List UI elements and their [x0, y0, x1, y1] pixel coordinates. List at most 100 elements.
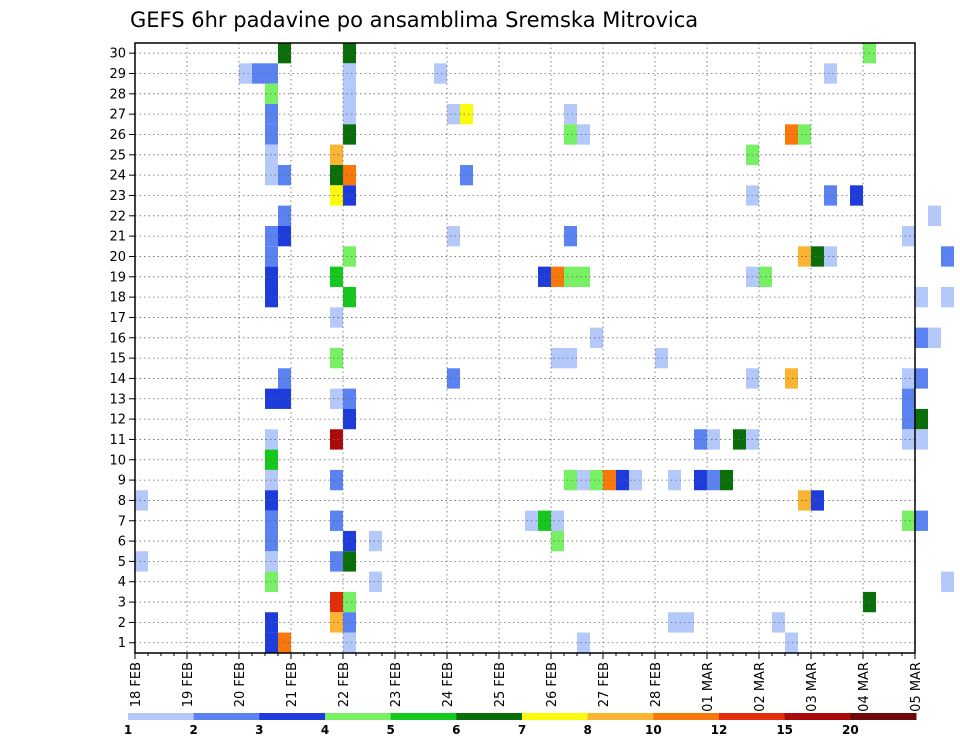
heatmap-cell — [460, 103, 473, 125]
heatmap-cell — [824, 63, 837, 84]
heatmap-cell — [343, 83, 356, 104]
heatmap-cell — [330, 347, 343, 369]
colorbar-label: 15 — [776, 723, 793, 737]
heatmap-cell — [239, 63, 252, 84]
y-tick-label: 30 — [109, 47, 126, 62]
heatmap-cell — [707, 429, 720, 450]
heatmap-cell — [564, 266, 577, 287]
x-tick-label: 23 FEB — [389, 662, 404, 707]
x-tick-label: 04 MAR — [857, 662, 872, 712]
heatmap-cell — [330, 510, 343, 531]
y-tick-label: 11 — [109, 433, 126, 448]
colorbar-swatch — [259, 713, 326, 720]
x-tick-label: 22 FEB — [337, 662, 352, 707]
heatmap-cell — [902, 429, 915, 450]
heatmap-cell — [343, 551, 356, 572]
heatmap-cell — [434, 63, 447, 84]
x-tick-label: 24 FEB — [441, 662, 456, 707]
y-tick-label: 21 — [109, 230, 126, 245]
heatmap-cell — [668, 612, 681, 633]
heatmap-cell — [330, 144, 343, 165]
y-tick-label: 15 — [109, 352, 126, 367]
x-tick-label: 26 FEB — [545, 662, 560, 707]
heatmap-cell — [902, 408, 915, 430]
heatmap-cell — [694, 429, 707, 450]
colorbar-label: 4 — [321, 723, 329, 737]
y-tick-label: 4 — [118, 575, 126, 590]
heatmap-cell — [928, 327, 941, 348]
y-tick-label: 27 — [109, 108, 126, 123]
heatmap-cell — [798, 490, 811, 511]
heatmap-cell — [941, 246, 954, 267]
heatmap-cell — [798, 246, 811, 267]
y-tick-label: 26 — [109, 128, 126, 143]
heatmap-cell — [447, 368, 460, 389]
heatmap-cell — [447, 225, 460, 247]
colorbar-label: 8 — [583, 723, 591, 737]
heatmap-cell — [343, 591, 356, 613]
heatmap-cell — [330, 612, 343, 633]
heatmap-cell — [343, 530, 356, 552]
x-tick-label: 19 FEB — [181, 662, 196, 707]
heatmap-cell — [343, 103, 356, 125]
heatmap-cell — [564, 124, 577, 145]
y-tick-label: 12 — [109, 413, 126, 428]
heatmap-cell — [551, 266, 564, 287]
heatmap-cells — [135, 43, 954, 653]
colorbar-swatch — [587, 713, 654, 720]
y-tick-label: 8 — [118, 494, 126, 509]
y-tick-label: 23 — [109, 189, 126, 204]
colorbar-label: 20 — [842, 723, 859, 737]
colorbar-label: 1 — [124, 723, 132, 737]
colorbar-swatch — [456, 713, 523, 720]
y-tick-label: 2 — [118, 616, 126, 631]
heatmap-cell — [330, 388, 343, 409]
heatmap-cell — [824, 246, 837, 267]
colorbar-label: 2 — [189, 723, 197, 737]
colorbar-label: 10 — [645, 723, 662, 737]
y-tick-label: 28 — [109, 87, 126, 102]
x-tick-label: 20 FEB — [233, 662, 248, 707]
heatmap-cell — [681, 612, 694, 633]
colorbar-label: 6 — [452, 723, 460, 737]
heatmap-cell — [915, 286, 928, 308]
y-tick-label: 7 — [118, 514, 126, 529]
colorbar-swatch — [653, 713, 720, 720]
y-tick-label: 10 — [109, 453, 126, 468]
heatmap-cell — [694, 469, 707, 491]
heatmap-cell — [785, 124, 798, 145]
heatmap-cell — [343, 124, 356, 145]
heatmap-cell — [460, 164, 473, 186]
x-tick-label: 18 FEB — [129, 662, 144, 707]
y-tick-label: 3 — [118, 596, 126, 611]
x-tick-label: 21 FEB — [285, 662, 300, 707]
heatmap-cell — [590, 327, 603, 348]
heatmap-cell — [551, 510, 564, 531]
y-tick-label: 6 — [118, 535, 126, 550]
y-tick-label: 14 — [109, 372, 126, 387]
heatmap-cell — [330, 429, 343, 450]
colorbar-label: 12 — [711, 723, 728, 737]
heatmap-cell — [915, 327, 928, 348]
heatmap-cell — [928, 205, 941, 226]
heatmap-cell — [720, 469, 733, 491]
y-tick-label: 17 — [109, 311, 126, 326]
heatmap-cell — [824, 185, 837, 206]
y-tick-label: 5 — [118, 555, 126, 570]
heatmap-cell — [915, 408, 928, 430]
colorbar-swatch — [522, 713, 589, 720]
heatmap-cell — [135, 551, 148, 572]
heatmap-cell — [343, 612, 356, 633]
y-tick-label: 9 — [118, 474, 126, 489]
heatmap-cell — [135, 490, 148, 511]
x-axis: 18 FEB 19 FEB 20 FEB 21 FEB 22 FEB 23 FEB 24 F… — [129, 653, 924, 712]
x-tick-label: 01 MAR — [701, 662, 716, 712]
heatmap-cell — [330, 164, 343, 186]
heatmap-cell — [564, 103, 577, 125]
heatmap-cell — [902, 510, 915, 531]
heatmap-cell — [915, 368, 928, 389]
x-tick-label: 02 MAR — [753, 662, 768, 712]
heatmap-cell — [707, 469, 720, 491]
x-tick-label: 27 FEB — [597, 662, 612, 707]
